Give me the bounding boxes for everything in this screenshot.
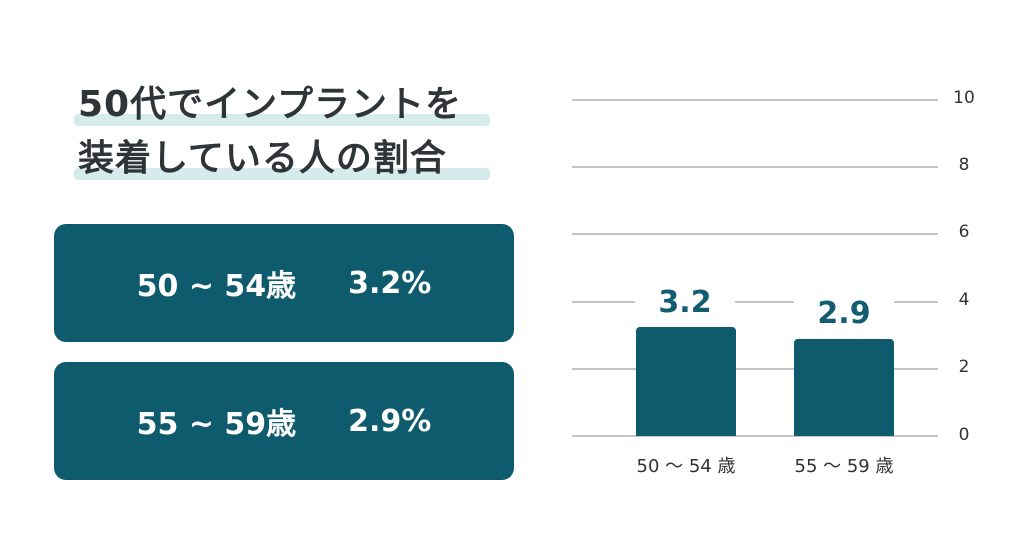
x-category-label: 50 〜 54 歳 — [636, 456, 736, 477]
bar-value-label: 2.9 — [794, 296, 894, 331]
gridline-6 — [572, 233, 938, 235]
title-line-2: 装着している人の割合 — [74, 132, 518, 186]
bar-chart: 10 8 6 4 2 0 3.2 2.9 50 〜 54 歳 55 〜 59 歳 — [572, 80, 992, 500]
y-tick: 2 — [958, 357, 970, 377]
gridline-4 — [572, 301, 938, 303]
page-title: 50代でインプラントを 装着している人の割合 — [74, 78, 518, 186]
gridline-10 — [572, 99, 938, 101]
title-highlight — [74, 114, 490, 126]
y-tick: 8 — [958, 155, 970, 175]
bar-55-59 — [794, 339, 894, 436]
title-line-1: 50代でインプラントを — [74, 78, 518, 132]
gridline-8 — [572, 166, 938, 168]
x-category-label: 55 〜 59 歳 — [794, 456, 894, 477]
title-highlight — [74, 168, 490, 180]
stat-value: 3.2% — [348, 265, 432, 301]
y-tick: 6 — [958, 222, 970, 242]
stat-range: 55 ~ 59歳 — [136, 407, 297, 442]
gridline-0 — [572, 435, 938, 437]
bar-50-54 — [636, 327, 736, 436]
stat-box-50-54: 50 ~ 54歳 3.2% — [54, 224, 514, 342]
y-tick: 10 — [953, 88, 975, 108]
y-tick: 0 — [958, 425, 970, 445]
y-tick: 4 — [958, 290, 970, 310]
bar-value-label: 3.2 — [635, 285, 735, 320]
stat-value: 2.9% — [348, 403, 432, 439]
stat-box-55-59: 55 ~ 59歳 2.9% — [54, 362, 514, 480]
stat-range: 50 ~ 54歳 — [136, 269, 297, 304]
gridline-2 — [572, 368, 938, 370]
